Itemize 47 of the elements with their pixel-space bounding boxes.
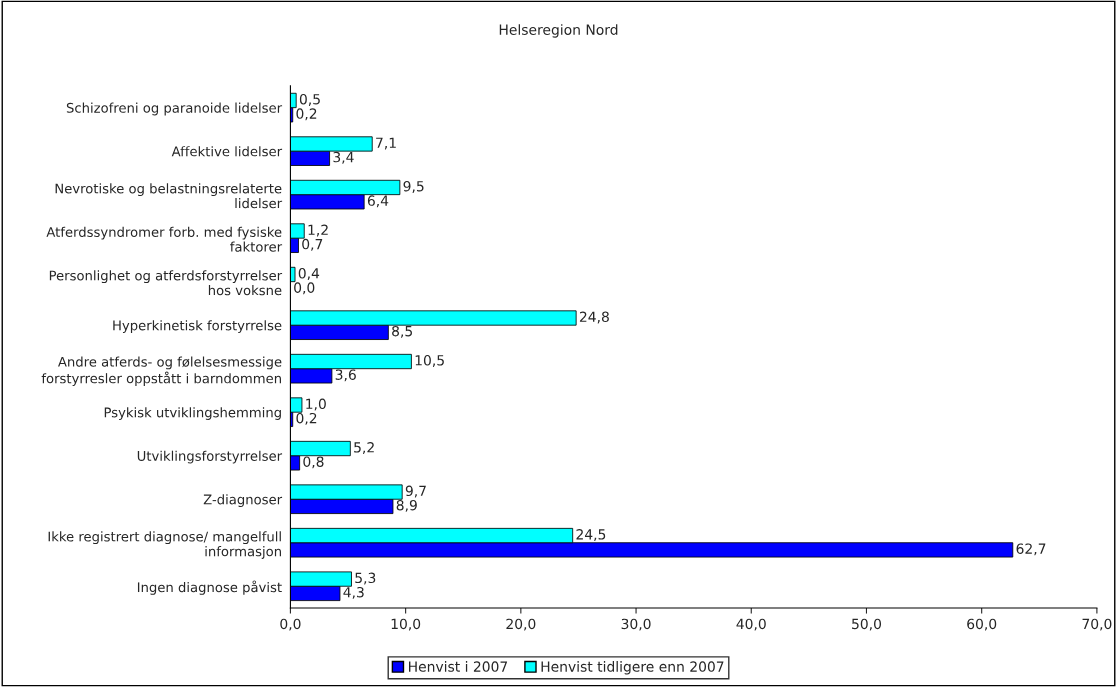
data-label: 8,5 bbox=[392, 325, 412, 338]
data-label: 0,8 bbox=[303, 456, 324, 469]
data-label: 0,2 bbox=[296, 108, 317, 121]
y-tick-label: Psykisk utviklingshemming bbox=[104, 407, 281, 420]
data-label: 9,5 bbox=[403, 181, 424, 193]
x-tick-label: 30,0 bbox=[621, 618, 651, 631]
data-label: 24,8 bbox=[579, 311, 609, 324]
y-tick-label: Andre atferds- og følelsesmessige forstyrresler oppstått i barndommen bbox=[41, 356, 282, 386]
y-tick-label: Atferdssyndromer forb. med fysiske faktorer bbox=[46, 226, 283, 252]
y-tick-label: Utviklingsforstyrrelser bbox=[137, 450, 283, 464]
data-label: 62,7 bbox=[1016, 543, 1046, 556]
legend-label: Henvist i 2007 bbox=[409, 661, 508, 672]
data-label: 10,5 bbox=[415, 355, 444, 367]
data-label: 24,5 bbox=[576, 529, 606, 541]
data-label: 9,7 bbox=[405, 485, 426, 498]
data-label: 5,3 bbox=[355, 572, 376, 585]
x-tick-label: 0,0 bbox=[280, 618, 301, 631]
y-tick-label: Ingen diagnose påvist bbox=[137, 580, 282, 595]
x-tick-label: 40,0 bbox=[736, 618, 766, 631]
x-tick-label: 60,0 bbox=[967, 618, 997, 631]
data-label: 8,9 bbox=[396, 499, 417, 512]
data-label: 0,0 bbox=[294, 282, 315, 295]
data-label: 6,4 bbox=[367, 195, 389, 208]
chart-title: Helseregion Nord bbox=[499, 24, 618, 38]
data-label: 1,2 bbox=[308, 224, 328, 237]
data-label: 3,6 bbox=[335, 369, 356, 382]
data-label: 0,7 bbox=[302, 238, 323, 251]
y-tick-label: Ikke registrert diagnose/ mangelfull informasjon bbox=[48, 531, 281, 559]
y-tick-label: Personlighet og atferdsforstyrrelser hos voksne bbox=[49, 270, 283, 296]
x-tick-label: 50,0 bbox=[852, 618, 882, 631]
y-tick-label: Z-diagnoser bbox=[203, 494, 283, 507]
y-tick-label: Hyperkinetisk forstyrrelse bbox=[113, 320, 282, 333]
legend-label: Henvist tidligere enn 2007 bbox=[541, 661, 724, 675]
x-tick-label: 70,0 bbox=[1082, 618, 1112, 631]
data-label: 0,4 bbox=[298, 268, 320, 280]
x-tick-label: 10,0 bbox=[391, 618, 421, 631]
x-tick-label: 20,0 bbox=[506, 618, 536, 631]
y-tick-label: Schizofreni og paranoide lidelser bbox=[66, 102, 283, 116]
data-label: 4,3 bbox=[343, 586, 364, 599]
y-tick-label: Nevrotiske og belastningsrelaterte lidelser bbox=[55, 183, 283, 209]
data-label: 5,2 bbox=[354, 442, 374, 454]
data-label: 7,1 bbox=[376, 137, 396, 150]
data-label: 0,5 bbox=[299, 93, 320, 106]
data-label: 1,0 bbox=[306, 398, 326, 411]
y-tick-label: Affektive lidelser bbox=[171, 146, 283, 157]
data-label: 0,2 bbox=[296, 412, 317, 425]
data-label: 3,4 bbox=[333, 151, 354, 164]
